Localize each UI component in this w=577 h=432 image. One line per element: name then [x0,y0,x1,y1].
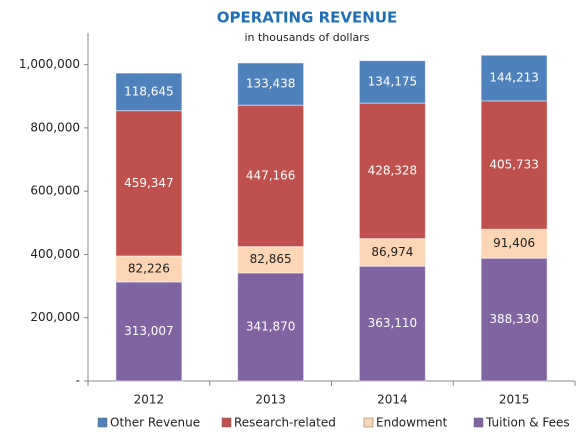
legend-label: Research-related [234,416,336,430]
y-tick-label: 400,000 [30,247,80,261]
value-label: 341,870 [246,319,296,333]
value-label: 428,328 [368,163,418,177]
bar-segment [237,104,305,248]
value-label: 82,865 [250,252,292,266]
x-tick-label: 2015 [499,393,530,407]
bar-segment [358,60,426,104]
value-label: 144,213 [489,71,539,85]
bar-segment [358,265,426,382]
value-label: 133,438 [246,77,296,91]
value-label: 82,226 [128,261,170,275]
value-label: 91,406 [493,236,535,250]
y-tick-label: 1,000,000 [19,57,80,71]
legend-label: Other Revenue [110,416,200,430]
x-tick-label: 2014 [377,393,408,407]
value-label: 118,645 [124,84,174,98]
x-tick-label: 2012 [134,393,165,407]
value-label: 459,347 [124,176,174,190]
value-label: 388,330 [489,312,539,326]
y-tick-label: 600,000 [30,184,80,198]
bar-segment [115,110,183,257]
bar-segment [480,228,548,259]
legend-swatch [97,417,108,428]
y-tick-label: 800,000 [30,120,80,134]
legend-swatch [363,417,374,428]
legend-swatch [473,417,484,428]
bar-segment [480,257,548,382]
value-label: 86,974 [371,245,413,259]
bar-segment [480,100,548,230]
value-label: 405,733 [489,158,539,172]
value-label: 363,110 [368,316,418,330]
legend-label: Tuition & Fees [485,416,570,430]
value-label: 134,175 [368,74,418,88]
bar-segment [480,54,548,102]
y-tick-label: - [76,374,80,388]
chart-title: OPERATING REVENUE [217,9,398,27]
y-tick-label: 200,000 [30,310,80,324]
value-label: 447,166 [246,168,296,182]
bar-segment [115,72,183,112]
bar-segment [237,246,305,274]
legend-swatch [221,417,232,428]
bar-segment [237,62,305,106]
x-tick-label: 2013 [255,393,286,407]
bar-segment [237,272,305,382]
bar-segment [115,255,183,283]
chart-subtitle: in thousands of dollars [244,31,369,44]
bar-segment [115,281,183,382]
legend-label: Endowment [376,416,448,430]
bar-segment [358,238,426,267]
value-label: 313,007 [124,324,174,338]
